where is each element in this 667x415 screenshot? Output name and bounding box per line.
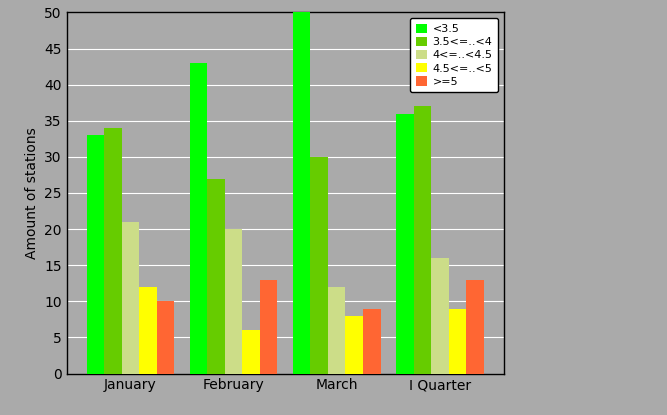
Bar [328, 287, 346, 374]
Bar [139, 287, 157, 374]
Bar [363, 308, 381, 374]
Bar [87, 135, 104, 374]
Bar [104, 128, 121, 374]
Bar [396, 114, 414, 374]
Y-axis label: Amount of stations: Amount of stations [25, 127, 39, 259]
Bar [414, 106, 431, 374]
Bar [121, 222, 139, 374]
Bar [431, 258, 449, 374]
Bar [157, 301, 174, 374]
Bar [449, 308, 466, 374]
Bar [346, 316, 363, 374]
Bar [207, 178, 225, 374]
Bar [310, 157, 328, 374]
Bar [293, 12, 310, 374]
Bar [466, 280, 484, 374]
Legend: <3.5, 3.5<=..<4, 4<=..<4.5, 4.5<=..<5, >=5: <3.5, 3.5<=..<4, 4<=..<4.5, 4.5<=..<5, >… [410, 18, 498, 93]
Bar [225, 229, 242, 374]
Bar [242, 330, 260, 374]
Bar [189, 63, 207, 374]
Bar [260, 280, 277, 374]
